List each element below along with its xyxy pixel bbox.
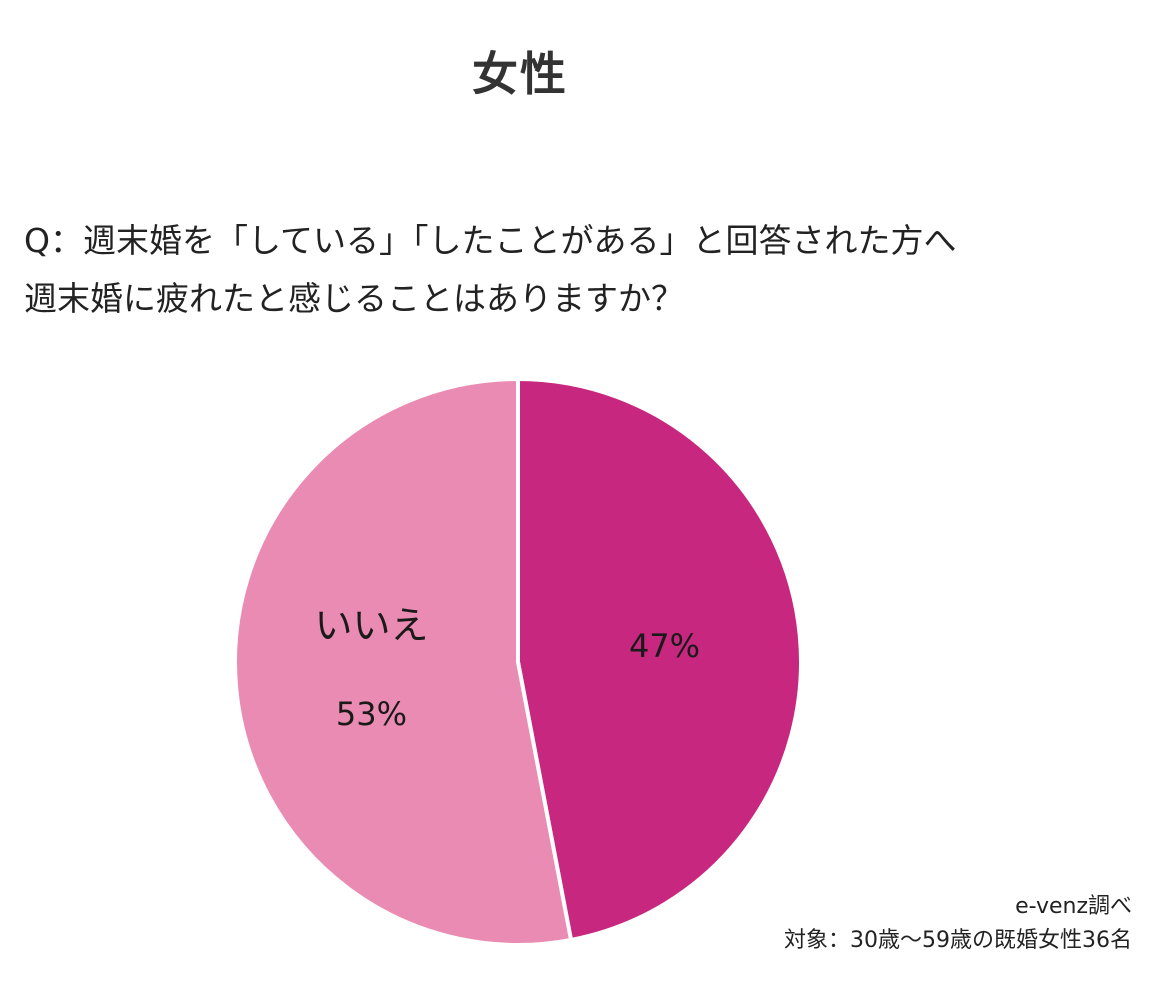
pie-slice-name-2: いいえ: [314, 603, 428, 647]
pie-slice-value-1: 47%: [629, 627, 700, 665]
question-line-2: 週末婚に疲れたと感じることはありますか？: [24, 279, 684, 318]
source-note: e-venz調べ 対象：30歳〜59歳の既婚女性36名: [784, 890, 1132, 958]
chart-title: 女性: [472, 47, 568, 101]
question-line-1: Q：週末婚を「している」「したことがある」と回答された方へ: [24, 221, 957, 260]
pie-slice-value-2: 53%: [336, 695, 407, 733]
survey-target: 対象：30歳〜59歳の既婚女性36名: [784, 928, 1132, 953]
survey-question: Q：週末婚を「している」「したことがある」と回答された方へ 週末婚に疲れたと感じ…: [24, 212, 1134, 328]
source-credit: e-venz調べ: [1015, 894, 1132, 919]
pie-slice-2: [233, 377, 574, 947]
pie-slice-1: [516, 377, 803, 942]
